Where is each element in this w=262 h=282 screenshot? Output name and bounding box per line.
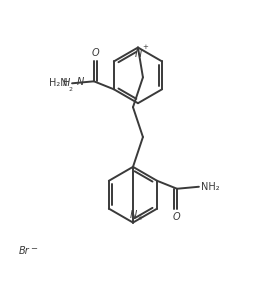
Text: −: − — [31, 244, 37, 253]
Text: O: O — [91, 49, 99, 58]
Text: +: + — [137, 215, 143, 221]
Text: H: H — [63, 78, 70, 88]
Text: O: O — [172, 212, 180, 222]
Text: NH₂: NH₂ — [201, 182, 220, 192]
Text: Br: Br — [19, 246, 29, 256]
Text: 2: 2 — [68, 87, 72, 92]
Text: N: N — [134, 49, 141, 60]
Text: H₂N: H₂N — [50, 78, 68, 88]
Text: N: N — [129, 210, 137, 220]
Text: +: + — [142, 43, 148, 50]
Text: N: N — [77, 77, 84, 87]
